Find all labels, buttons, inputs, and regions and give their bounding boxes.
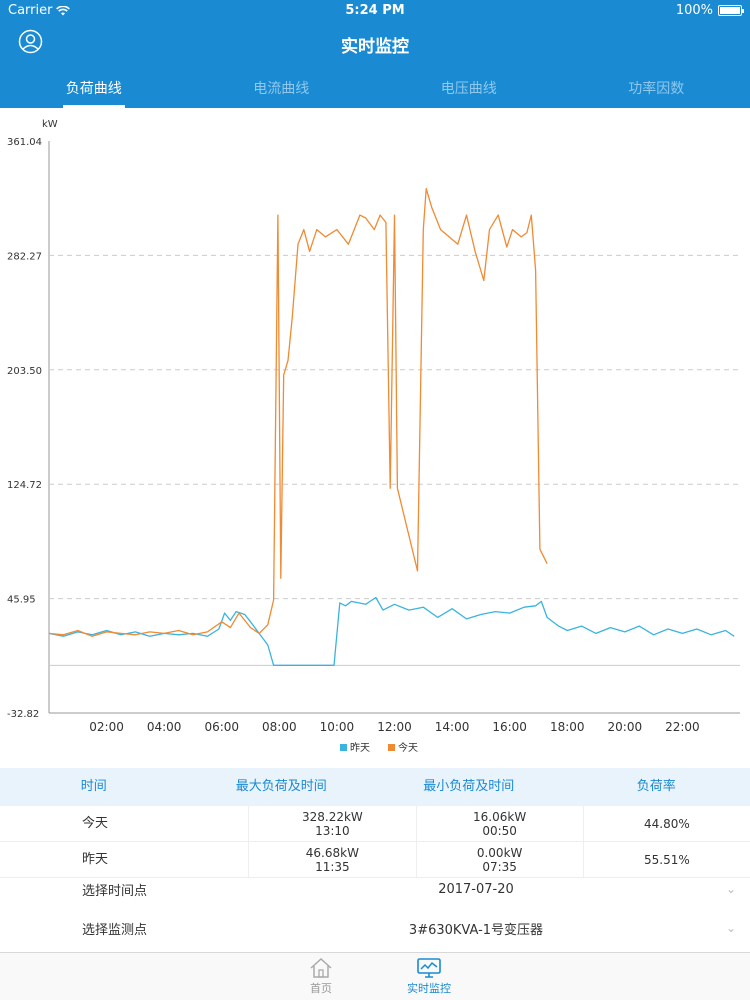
min-load-cell: 0.00kW 07:35 xyxy=(417,842,584,877)
tab-voltage-curve[interactable]: 电压曲线 xyxy=(440,81,497,97)
series-line-1 xyxy=(48,188,548,637)
battery-percent: 100% xyxy=(675,3,713,18)
col-header-time: 时间 xyxy=(80,779,107,794)
x-tick-label: 16:00 xyxy=(492,720,527,734)
x-tick-label: 02:00 xyxy=(89,720,124,734)
y-tick-label: 203.50 xyxy=(7,366,42,377)
page-title: 实时监控 xyxy=(341,37,409,57)
max-load-cell: 328.22kW 13:10 xyxy=(249,806,417,841)
bottom-tab-bar: 首页 实时监控 xyxy=(0,952,750,1000)
tabbar-monitor[interactable]: 实时监控 xyxy=(389,957,469,996)
y-tick-label: 124.72 xyxy=(7,480,42,491)
nav-bar: 实时监控 xyxy=(0,22,750,62)
x-tick-label: 08:00 xyxy=(262,720,297,734)
tabbar-home[interactable]: 首页 xyxy=(281,957,361,996)
x-tick-label: 10:00 xyxy=(320,720,355,734)
x-tick-label: 04:00 xyxy=(147,720,182,734)
min-load-time: 00:50 xyxy=(482,823,517,838)
x-tick-label: 20:00 xyxy=(608,720,643,734)
load-rate-cell: 44.80% xyxy=(643,816,690,831)
y-tick-label: 282.27 xyxy=(7,251,42,262)
max-load-time: 11:35 xyxy=(315,859,350,874)
y-tick-label: 361.04 xyxy=(7,137,42,148)
monitor-point-label: 选择监测点 xyxy=(82,922,148,938)
status-bar: Carrier 5:24 PM 100% xyxy=(0,0,750,22)
clock: 5:24 PM xyxy=(345,3,405,18)
user-circle-icon[interactable] xyxy=(18,29,43,54)
col-header-load-rate: 负荷率 xyxy=(636,779,676,794)
time-point-label: 选择时间点 xyxy=(82,883,148,899)
legend-swatch-0 xyxy=(340,744,347,751)
table-header: 时间 最大负荷及时间 最小负荷及时间 负荷率 xyxy=(0,768,750,806)
monitor-chart-icon xyxy=(417,958,441,978)
home-icon xyxy=(310,957,332,978)
max-load-cell: 46.68kW 11:35 xyxy=(249,842,417,877)
x-tick-label: 06:00 xyxy=(204,720,239,734)
wifi-icon xyxy=(56,5,71,15)
tabbar-home-label: 首页 xyxy=(310,982,332,995)
min-load-cell: 16.06kW 00:50 xyxy=(417,806,584,841)
tab-current-curve[interactable]: 电流曲线 xyxy=(253,81,310,97)
max-load-time: 13:10 xyxy=(315,823,350,838)
series-line-0 xyxy=(48,596,735,666)
col-header-max-load: 最大负荷及时间 xyxy=(235,779,327,794)
tab-power-factor[interactable]: 功率因数 xyxy=(628,81,685,97)
chevron-down-icon: ⌄ xyxy=(725,921,736,935)
battery-area: 100% xyxy=(675,3,744,18)
max-load-value: 46.68kW xyxy=(305,845,359,860)
chevron-down-icon: ⌄ xyxy=(725,882,736,896)
load-stats-table: 时间 最大负荷及时间 最小负荷及时间 负荷率 今天 328.22kW 13:10… xyxy=(0,768,750,878)
max-load-value: 328.22kW xyxy=(301,809,363,824)
row-label: 昨天 xyxy=(0,842,250,877)
monitor-point-selector[interactable]: 选择监测点 3#630KVA-1号变压器 ⌄ xyxy=(0,909,750,947)
min-load-value: 0.00kW xyxy=(476,845,523,860)
min-load-time: 07:35 xyxy=(482,859,517,874)
legend-label-1: 今天 xyxy=(398,741,418,754)
monitor-point-value: 3#630KVA-1号变压器 xyxy=(408,922,544,938)
legend-label-0: 昨天 xyxy=(350,742,370,754)
x-tick-label: 14:00 xyxy=(435,720,470,734)
table-row-today: 今天 328.22kW 13:10 16.06kW 00:50 44.80% xyxy=(0,806,750,842)
x-tick-label: 12:00 xyxy=(377,720,412,734)
carrier-text: Carrier xyxy=(8,3,53,18)
load-rate-cell: 55.51% xyxy=(643,852,690,867)
y-tick-label: -32.82 xyxy=(7,709,39,720)
y-tick-label: 45.95 xyxy=(7,595,36,606)
min-load-value: 16.06kW xyxy=(473,809,527,824)
col-header-min-load: 最小负荷及时间 xyxy=(423,779,515,794)
row-label: 今天 xyxy=(0,806,250,841)
tab-load-curve[interactable]: 负荷曲线 xyxy=(0,62,188,108)
battery-icon xyxy=(718,5,744,16)
y-axis-unit-label: kW xyxy=(42,119,58,130)
carrier-area: Carrier xyxy=(8,3,71,18)
legend-swatch-1 xyxy=(388,744,395,751)
chart-tabs: 负荷曲线 电流曲线 电压曲线 功率因数 xyxy=(0,62,750,108)
table-row-yesterday: 昨天 46.68kW 11:35 0.00kW 07:35 55.51% xyxy=(0,842,750,878)
x-tick-label: 22:00 xyxy=(665,720,700,734)
x-tick-label: 18:00 xyxy=(550,720,585,734)
time-point-selector[interactable]: 选择时间点 2017-07-20 ⌄ xyxy=(0,870,750,908)
tabbar-monitor-label: 实时监控 xyxy=(407,982,451,995)
time-point-value: 2017-07-20 xyxy=(438,881,514,897)
